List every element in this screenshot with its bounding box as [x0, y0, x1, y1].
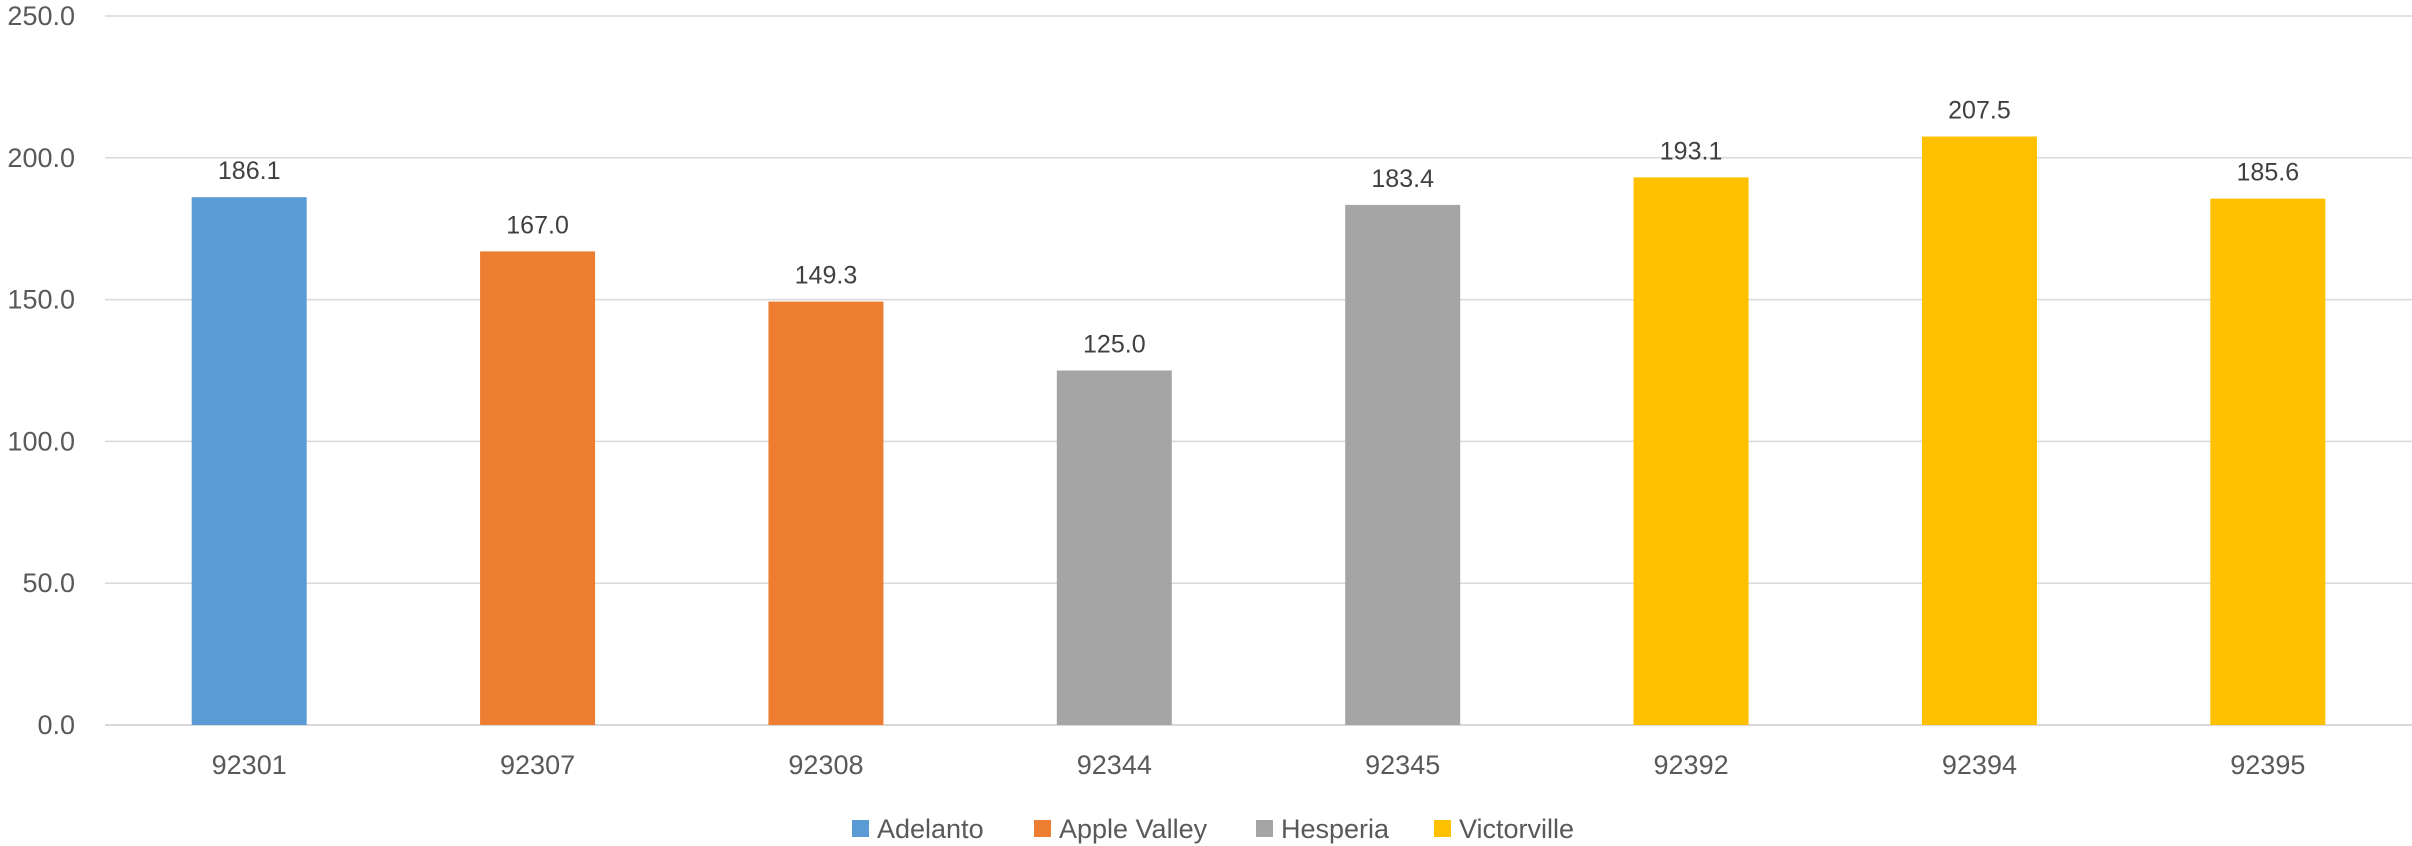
data-label-92301: 186.1 [218, 157, 281, 185]
y-tick-label: 100.0 [7, 426, 75, 456]
x-axis-tick-labels: 92301 92307 92308 92344 92345 92392 92394 92395 [212, 750, 2306, 780]
data-label-92345: 183.4 [1371, 165, 1434, 193]
legend-label-adelanto: Adelanto [877, 814, 984, 844]
data-label-92394: 207.5 [1948, 97, 2011, 125]
legend-swatch-apple-valley [1034, 820, 1051, 837]
x-tick-label-92392: 92392 [1654, 750, 1729, 780]
x-tick-label-92345: 92345 [1365, 750, 1440, 780]
bar-92344 [1056, 370, 1172, 725]
y-tick-label: 150.0 [7, 285, 75, 315]
data-label-92308: 149.3 [795, 262, 858, 290]
x-tick-label-92395: 92395 [2230, 750, 2305, 780]
x-tick-label-92394: 92394 [1942, 750, 2017, 780]
x-tick-label-92307: 92307 [500, 750, 575, 780]
y-tick-label: 0.0 [37, 710, 75, 740]
legend-swatch-hesperia [1256, 820, 1273, 837]
bar-92307 [480, 251, 596, 725]
x-tick-label-92301: 92301 [212, 750, 287, 780]
bar-92392 [1633, 177, 1749, 725]
bars [191, 136, 2326, 726]
bar-92301 [191, 197, 307, 725]
legend-swatch-victorville [1434, 820, 1451, 837]
data-label-92392: 193.1 [1660, 137, 1723, 165]
legend-swatch-adelanto [852, 820, 869, 837]
bar-92308 [768, 301, 884, 725]
x-tick-label-92308: 92308 [788, 750, 863, 780]
data-label-92395: 185.6 [2237, 159, 2300, 187]
bar-92345 [1345, 204, 1461, 726]
x-tick-label-92344: 92344 [1077, 750, 1152, 780]
y-tick-label: 50.0 [22, 568, 75, 598]
legend-label-hesperia: Hesperia [1281, 814, 1390, 844]
legend-label-victorville: Victorville [1459, 814, 1574, 844]
data-label-92344: 125.0 [1083, 331, 1146, 359]
legend: Adelanto Apple Valley Hesperia Victorville [852, 814, 1574, 844]
data-labels: 186.1 167.0 149.3 125.0 183.4 193.1 207.5 185.6 [218, 97, 2299, 359]
y-axis-tick-labels: 0.0 50.0 100.0 150.0 200.0 250.0 [7, 1, 75, 740]
bar-92394 [1921, 136, 2037, 725]
data-label-92307: 167.0 [506, 211, 569, 239]
y-tick-label: 250.0 [7, 1, 75, 31]
legend-label-apple-valley: Apple Valley [1059, 814, 1208, 844]
gridlines [105, 15, 2412, 726]
bar-92395 [2210, 198, 2326, 725]
y-tick-label: 200.0 [7, 143, 75, 173]
